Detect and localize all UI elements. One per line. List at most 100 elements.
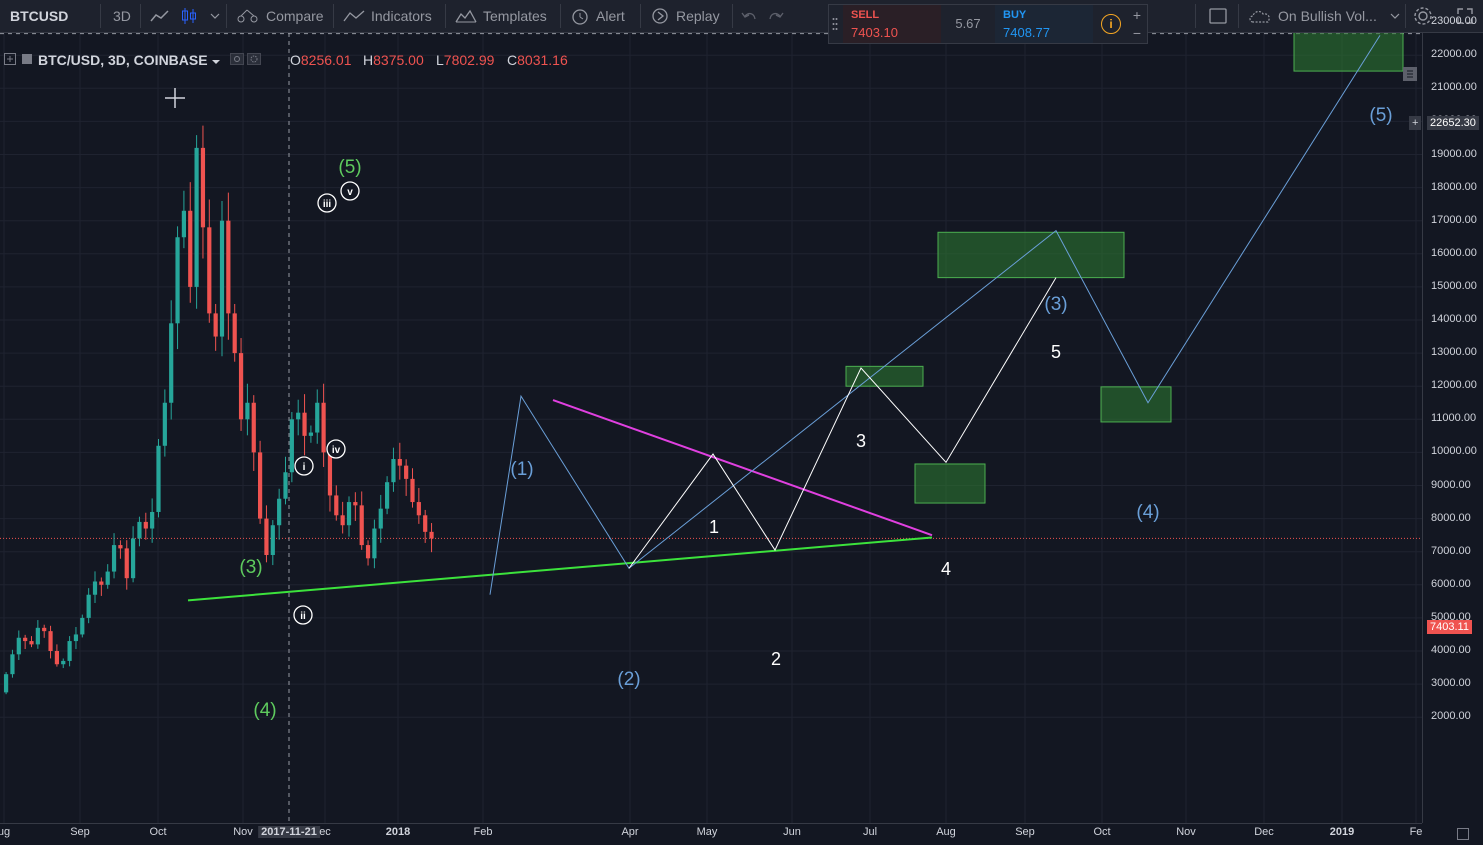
candle-up: [92, 581, 98, 595]
toolbar-divider: [1195, 4, 1196, 28]
price-axis[interactable]: [1422, 33, 1483, 823]
fullscreen-checkbox-icon[interactable]: [1209, 0, 1227, 32]
candle-up: [137, 521, 142, 539]
symbol-search[interactable]: BTCUSD: [10, 8, 69, 24]
ohlc-high: H8375.00: [363, 52, 424, 68]
price-tick-label: 22000.00: [1431, 48, 1477, 61]
wave-label-sub: 4: [941, 559, 951, 579]
layout-name: On Bullish Vol...: [1278, 8, 1377, 24]
price-tick-label: 7000.00: [1431, 544, 1471, 557]
target-box-cycle-5: [1293, 33, 1404, 72]
series-title[interactable]: BTC/USD, 3D, COINBASE: [38, 52, 208, 68]
drag-handle-icon[interactable]: [832, 17, 838, 36]
toolbar-divider: [732, 4, 733, 28]
candle-up: [169, 323, 174, 403]
toolbar-divider: [1405, 4, 1406, 28]
sell-button[interactable]: SELL 7403.10: [843, 5, 941, 43]
compare-button[interactable]: Compare: [236, 0, 324, 32]
target-box-5: [937, 231, 1125, 279]
toolbar-divider: [560, 4, 561, 28]
templates-button[interactable]: Templates: [455, 0, 547, 32]
increase-button[interactable]: +: [1132, 7, 1142, 23]
ohlc-low: L7802.99: [436, 52, 495, 68]
chevron-down-icon[interactable]: [1390, 0, 1400, 32]
wave-label-cycle: (1): [510, 459, 533, 480]
indicators-icon: [343, 9, 365, 23]
replay-button[interactable]: Replay: [650, 0, 720, 32]
time-axis[interactable]: [0, 823, 1422, 841]
candle-up: [385, 482, 390, 509]
candle-up: [277, 498, 282, 526]
wave-label-sub: 1: [709, 517, 719, 537]
add-order-icon[interactable]: +: [1409, 116, 1422, 130]
info-icon[interactable]: i: [1101, 14, 1121, 34]
sell-price: 7403.10: [851, 25, 898, 40]
price-tick-label: 8000.00: [1431, 511, 1471, 524]
price-tick-label: 12000.00: [1431, 379, 1477, 392]
cloud-icon: [1248, 8, 1272, 24]
expand-icon[interactable]: [1456, 0, 1474, 32]
alert-label: Alert: [596, 8, 625, 24]
chevron-down-icon[interactable]: [211, 52, 220, 68]
candle-up: [35, 627, 40, 645]
candle-down: [207, 227, 212, 314]
expand-legend-icon[interactable]: [4, 52, 16, 68]
candle-up: [315, 402, 320, 433]
wave-label-sub: 5: [1051, 342, 1061, 362]
gear-icon[interactable]: [1412, 0, 1434, 32]
candles-icon[interactable]: [180, 0, 198, 32]
candle-down: [143, 521, 148, 529]
wave-circle-marker: [293, 605, 313, 625]
price-tick-label: 10000.00: [1431, 445, 1477, 458]
price-tick-label: 5000.00: [1431, 610, 1471, 623]
undo-icon[interactable]: [741, 0, 757, 32]
candle-down: [353, 502, 358, 506]
chart-annotations: [0, 33, 1422, 823]
cloud-layout-button[interactable]: On Bullish Vol...: [1248, 0, 1377, 32]
time-tick-label: Fe: [1409, 826, 1423, 838]
candle-up: [10, 654, 15, 675]
time-tick-label: Apr: [621, 826, 639, 838]
candle-up: [131, 538, 136, 579]
candle-up: [67, 641, 72, 661]
sell-label: SELL: [851, 9, 880, 21]
resistance-trendline: [552, 399, 933, 537]
candle-up: [219, 220, 225, 337]
candle-down: [99, 581, 104, 585]
interval-button[interactable]: 3D: [113, 8, 131, 24]
price-tick-label: 11000.00: [1431, 412, 1477, 425]
candle-up: [308, 432, 313, 436]
price-tick-label: 9000.00: [1431, 478, 1471, 491]
indicators-label: Indicators: [371, 8, 432, 24]
time-tick-label: ec: [319, 826, 331, 838]
object-tree-icon[interactable]: [1403, 67, 1417, 86]
buy-button[interactable]: BUY 7408.77: [995, 5, 1093, 43]
wave-label-sub: 2: [771, 649, 781, 669]
decrease-button[interactable]: −: [1132, 25, 1142, 41]
line-chart-icon[interactable]: [150, 0, 170, 32]
top-toolbar: BTCUSD 3D Compare Indicators Templates A…: [0, 0, 1483, 33]
time-tick-label: Oct: [1093, 826, 1111, 838]
price-tick-label: 15000.00: [1431, 279, 1477, 292]
time-tick-label: 2017-11-21: [258, 826, 320, 838]
candle-down: [29, 641, 34, 645]
redo-icon[interactable]: [768, 0, 784, 32]
alert-button[interactable]: Alert: [570, 0, 625, 32]
price-tick-label: 16000.00: [1431, 246, 1477, 259]
visibility-icon[interactable]: [229, 52, 244, 68]
candle-down: [365, 545, 371, 559]
time-tick-label: 2019: [1329, 826, 1355, 838]
candle-down: [42, 627, 47, 632]
indicators-button[interactable]: Indicators: [343, 0, 432, 32]
price-tick-label: 6000.00: [1431, 577, 1471, 590]
toolbar-divider: [333, 4, 334, 28]
candle-down: [258, 452, 263, 519]
wave-label-roman: iii: [323, 199, 332, 210]
candle-down: [327, 452, 333, 496]
candle-down: [238, 353, 244, 420]
auto-scale-icon[interactable]: [1457, 827, 1469, 845]
settings-icon[interactable]: [246, 52, 261, 68]
candle-down: [397, 459, 402, 466]
chevron-down-icon[interactable]: [210, 0, 220, 32]
